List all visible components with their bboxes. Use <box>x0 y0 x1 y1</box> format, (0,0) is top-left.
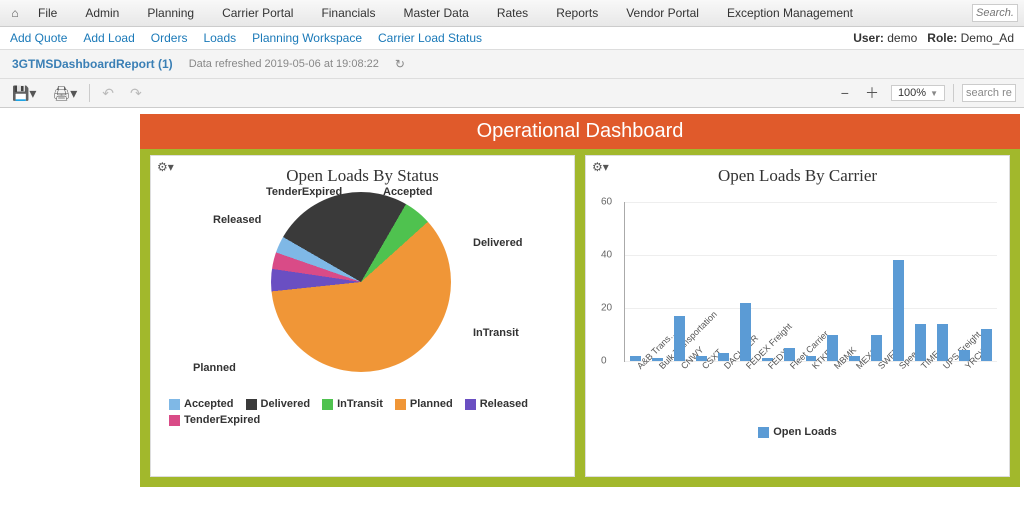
report-canvas: Operational Dashboard ⚙▾ Open Loads By S… <box>0 108 1024 512</box>
panel-options-icon[interactable]: ⚙▾ <box>592 160 609 174</box>
menu-financials[interactable]: Financials <box>307 0 389 26</box>
bar-CNWY[interactable] <box>674 316 685 361</box>
bar-chart: 0204060A&B Trans…Bulk TransportationCNWY… <box>586 192 1009 422</box>
bar-MBMK[interactable] <box>827 335 838 362</box>
link-add-load[interactable]: Add Load <box>83 31 134 45</box>
global-search-input[interactable] <box>972 4 1018 22</box>
pie-label-tenderexpired: TenderExpired <box>266 186 342 198</box>
save-icon[interactable]: 💾▾ <box>8 85 40 102</box>
menu-admin[interactable]: Admin <box>71 0 133 26</box>
bar-TIME[interactable] <box>915 324 926 361</box>
bar-Speedy[interactable] <box>893 260 904 361</box>
zoom-level[interactable]: 100%▼ <box>891 85 945 101</box>
user-info: User: demo Role: Demo_Ad <box>853 31 1014 45</box>
export-icon[interactable]: 🖨▾ <box>48 85 81 102</box>
panel-options-icon[interactable]: ⚙▾ <box>157 160 174 174</box>
pie-label-delivered: Delivered <box>473 237 523 249</box>
pie-label-accepted: Accepted <box>383 186 433 198</box>
menu-master-data[interactable]: Master Data <box>389 0 482 26</box>
refresh-icon[interactable]: ↻ <box>395 57 405 71</box>
menu-file[interactable]: File <box>24 0 71 26</box>
undo-icon[interactable]: ↶ <box>98 85 118 102</box>
zoom-out-icon[interactable]: − <box>837 85 853 101</box>
menu-carrier-portal[interactable]: Carrier Portal <box>208 0 307 26</box>
menu-exception-management[interactable]: Exception Management <box>713 0 867 26</box>
pie-label-planned: Planned <box>193 362 236 374</box>
quick-links-bar: Add Quote Add Load Orders Loads Planning Wor… <box>0 27 1024 50</box>
legend-tenderexpired[interactable]: TenderExpired <box>169 414 260 426</box>
link-loads[interactable]: Loads <box>203 31 236 45</box>
bar-UPS Freight[interactable] <box>937 324 948 361</box>
menu-planning[interactable]: Planning <box>133 0 208 26</box>
legend-intransit[interactable]: InTransit <box>322 398 383 410</box>
legend-released[interactable]: Released <box>465 398 528 410</box>
link-orders[interactable]: Orders <box>151 31 188 45</box>
pie-title: Open Loads By Status <box>151 166 574 186</box>
dashboard-frame: Operational Dashboard ⚙▾ Open Loads By S… <box>140 114 1020 487</box>
report-search-input[interactable] <box>962 84 1016 102</box>
legend-accepted[interactable]: Accepted <box>169 398 234 410</box>
bar-item16[interactable] <box>981 329 992 361</box>
link-carrier-load-status[interactable]: Carrier Load Status <box>378 31 482 45</box>
pie-label-intransit: InTransit <box>473 327 519 339</box>
main-menubar: ⌂ FileAdminPlanningCarrier PortalFinanci… <box>0 0 1024 27</box>
zoom-in-icon[interactable]: ＋ <box>861 83 883 103</box>
menu-vendor-portal[interactable]: Vendor Portal <box>612 0 713 26</box>
legend-delivered[interactable]: Delivered <box>246 398 311 410</box>
menu-reports[interactable]: Reports <box>542 0 612 26</box>
home-icon[interactable]: ⌂ <box>6 6 24 20</box>
bar-FEDEX Freight[interactable] <box>740 303 751 361</box>
link-add-quote[interactable]: Add Quote <box>10 31 67 45</box>
bar-legend: Open Loads <box>586 422 1009 438</box>
pie-legend: Accepted Delivered InTransit Planned Release… <box>151 392 574 436</box>
refreshed-label: Data refreshed 2019-05-06 at 19:08:22 <box>189 58 379 70</box>
pie-chart: AcceptedTenderExpiredReleasedDeliveredIn… <box>151 192 574 392</box>
bar-title: Open Loads By Carrier <box>586 166 1009 186</box>
redo-icon[interactable]: ↷ <box>126 85 146 102</box>
dashboard-title: Operational Dashboard <box>140 114 1020 149</box>
pie-label-released: Released <box>213 214 261 226</box>
report-title: 3GTMSDashboardReport (1) <box>12 57 173 71</box>
link-planning-workspace[interactable]: Planning Workspace <box>252 31 362 45</box>
global-search[interactable] <box>972 4 1018 22</box>
bar-SWFT[interactable] <box>871 335 882 362</box>
report-titlebar: 3GTMSDashboardReport (1) Data refreshed … <box>0 50 1024 79</box>
pie-panel: ⚙▾ Open Loads By Status Accepted TenderEx… <box>150 155 575 477</box>
bar-panel: ⚙▾ Open Loads By Carrier 0204060A&B Tran… <box>585 155 1010 477</box>
report-toolbar: 💾▾ 🖨▾ ↶ ↷ − ＋ 100%▼ <box>0 79 1024 108</box>
menu-rates[interactable]: Rates <box>483 0 542 26</box>
legend-planned[interactable]: Planned <box>395 398 453 410</box>
